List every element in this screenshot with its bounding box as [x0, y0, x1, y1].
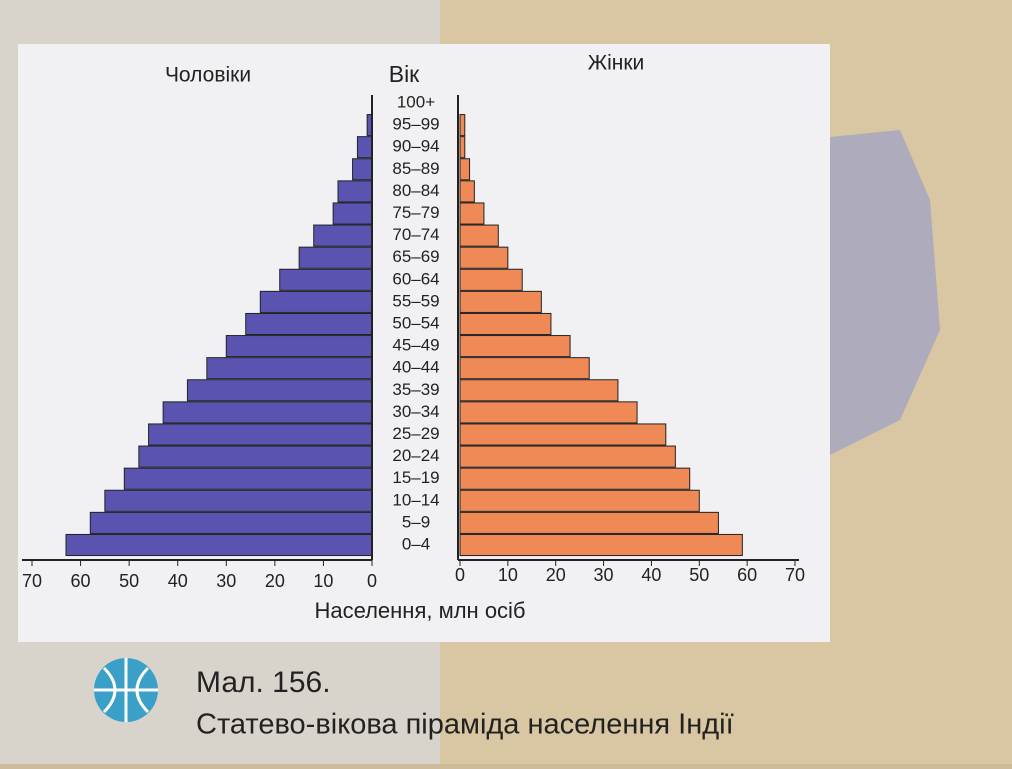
- y-tick-label: 85–89: [392, 159, 439, 178]
- bar: [459, 357, 590, 380]
- bar: [356, 136, 373, 159]
- bar: [459, 290, 542, 313]
- y-tick-label: 100+: [397, 92, 435, 111]
- y-tick-label: 15–19: [392, 468, 439, 487]
- y-tick-label: 55–59: [392, 291, 439, 310]
- bar: [459, 489, 700, 512]
- y-tick-label: 80–84: [392, 181, 439, 200]
- y-tick-label: 5–9: [402, 512, 430, 531]
- bar: [459, 335, 571, 358]
- bar: [65, 533, 373, 557]
- x-tick-label: 10: [313, 571, 333, 591]
- bar: [259, 290, 373, 313]
- bar: [279, 268, 373, 291]
- y-tick-label: 70–74: [392, 225, 439, 244]
- bar: [459, 180, 475, 203]
- bar: [459, 401, 638, 424]
- y-tick-label: 65–69: [392, 247, 439, 266]
- y-tick-label: 90–94: [392, 137, 439, 156]
- bar: [245, 312, 373, 336]
- y-tick-label: 50–54: [392, 313, 439, 332]
- y-tick-label: 40–44: [392, 358, 439, 377]
- center-label: Вік: [389, 61, 420, 87]
- caption: Статево-вікова піраміда населення Індії: [196, 709, 734, 741]
- bar: [162, 401, 373, 424]
- x-tick-label: 10: [498, 565, 518, 585]
- bar: [206, 357, 373, 380]
- x-tick-label: 40: [168, 571, 188, 591]
- y-tick-label: 20–24: [392, 446, 439, 465]
- bar: [332, 202, 373, 225]
- bar: [459, 511, 719, 534]
- bar: [298, 246, 373, 269]
- bar: [123, 467, 373, 490]
- y-tick-label: 0–4: [402, 534, 430, 553]
- bar: [225, 335, 373, 358]
- bar: [186, 379, 373, 402]
- y-tick-label: 45–49: [392, 336, 439, 355]
- bar: [459, 423, 667, 446]
- x-tick-label: 0: [367, 571, 377, 591]
- x-tick-label: 70: [785, 565, 805, 585]
- bar: [459, 467, 691, 490]
- bar: [352, 158, 373, 181]
- x-tick-label: 60: [71, 571, 91, 591]
- x-tick-label: 50: [119, 571, 139, 591]
- x-tick-label: 20: [546, 565, 566, 585]
- y-tick-label: 25–29: [392, 424, 439, 443]
- bar: [459, 224, 499, 247]
- bar: [459, 246, 509, 269]
- bar: [104, 489, 373, 512]
- x-axis-title: Населення, млн осіб: [314, 598, 525, 623]
- y-tick-label: 95–99: [392, 115, 439, 134]
- y-tick-label: 60–64: [392, 269, 439, 288]
- bar: [138, 445, 373, 468]
- y-tick-label: 10–14: [392, 490, 439, 509]
- y-tick-label: 75–79: [392, 203, 439, 222]
- bar: [459, 114, 466, 137]
- bar: [459, 445, 676, 468]
- bar: [459, 136, 466, 159]
- right-label: Жінки: [588, 52, 645, 75]
- map-region: [800, 130, 940, 460]
- x-tick-label: 20: [265, 571, 285, 591]
- x-tick-label: 30: [216, 571, 236, 591]
- y-tick-label: 30–34: [392, 402, 439, 421]
- bar: [313, 224, 373, 247]
- y-tick-label: 35–39: [392, 380, 439, 399]
- bar: [459, 533, 743, 557]
- figure-label: Мал. 156.: [196, 666, 331, 699]
- bar: [459, 268, 523, 291]
- x-tick-label: 70: [22, 571, 42, 591]
- bar: [459, 202, 485, 225]
- bar: [459, 158, 471, 181]
- x-tick-label: 60: [737, 565, 757, 585]
- left-label: Чоловіки: [165, 64, 251, 87]
- bar: [148, 423, 373, 446]
- x-tick-label: 30: [594, 565, 614, 585]
- bar: [459, 312, 552, 336]
- x-tick-label: 40: [641, 565, 661, 585]
- globe-lines: [94, 658, 158, 722]
- bar: [337, 180, 373, 203]
- bar: [459, 379, 619, 402]
- x-tick-label: 0: [455, 565, 465, 585]
- x-tick-label: 50: [689, 565, 709, 585]
- bar: [89, 511, 373, 534]
